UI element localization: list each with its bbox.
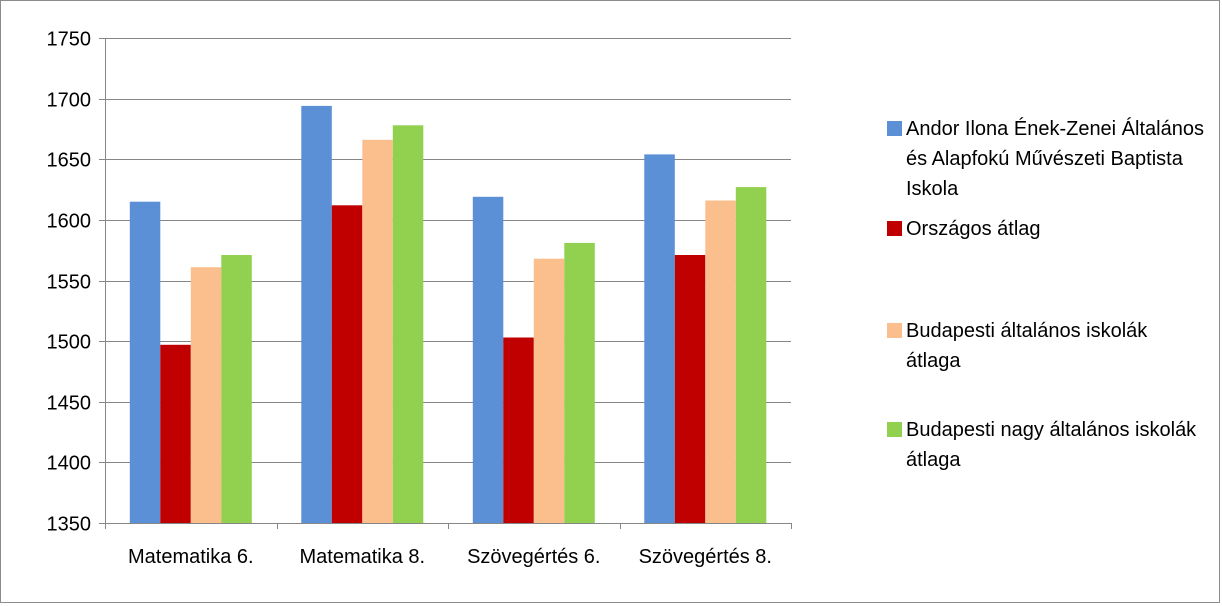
legend-item-3: Budapesti általános iskolák átlaga [887, 316, 1206, 376]
x-tick-label: Matematika 8. [299, 546, 425, 568]
legend-label: Országos átlag [906, 218, 1041, 240]
y-tick-label: 1350 [47, 514, 92, 536]
legend-swatch [887, 121, 902, 136]
legend-swatch [887, 422, 902, 437]
bar [503, 337, 534, 523]
bar [190, 267, 222, 523]
legend-label: Andor Ilona Ének-Zenei Általános és Alap… [906, 118, 1204, 200]
tick-labels: 1350 1400 1450 1500 1550 1600 1650 1700 1750 Mate… [47, 29, 773, 569]
legend-item-1: Andor Ilona Ének-Zenei Általános és Alap… [887, 114, 1206, 204]
bar [644, 154, 675, 523]
axes [99, 38, 792, 529]
y-tick-label: 1400 [47, 453, 92, 475]
bar [705, 200, 736, 523]
y-tick-label: 1500 [47, 332, 92, 354]
bar [301, 105, 332, 524]
legend-swatch [887, 221, 902, 236]
y-tick-label: 1750 [47, 29, 92, 51]
legend-swatch [887, 323, 902, 338]
x-tick-label: Szövegértés 6. [467, 546, 600, 568]
bar [533, 258, 565, 523]
y-tick-label: 1650 [47, 150, 92, 172]
y-tick-label: 1550 [47, 272, 92, 294]
y-tick-label: 1700 [47, 90, 92, 112]
bar [472, 196, 504, 524]
y-tick-label: 1450 [47, 393, 92, 415]
legend-item-4: Budapesti nagy általános iskolák átlaga [887, 415, 1206, 475]
bar [129, 201, 161, 523]
x-tick-label: Matematika 6. [128, 546, 254, 568]
y-tick-label: 1600 [47, 211, 92, 233]
x-tick-label: Szövegértés 8. [639, 546, 772, 568]
bars [129, 105, 767, 524]
bar [392, 125, 424, 524]
bar [564, 242, 595, 523]
bar [362, 139, 393, 524]
legend-label: Budapesti általános iskolák átlaga [906, 320, 1148, 372]
bar [674, 255, 706, 523]
legend: Andor Ilona Ének-Zenei Általános és Alap… [887, 1, 1217, 604]
bar [221, 255, 252, 523]
legend-item-2: Országos átlag [887, 214, 1206, 244]
legend-label: Budapesti nagy általános iskolák átlaga [906, 419, 1197, 471]
bar [160, 344, 191, 523]
bar [735, 187, 767, 523]
bar [331, 205, 363, 524]
